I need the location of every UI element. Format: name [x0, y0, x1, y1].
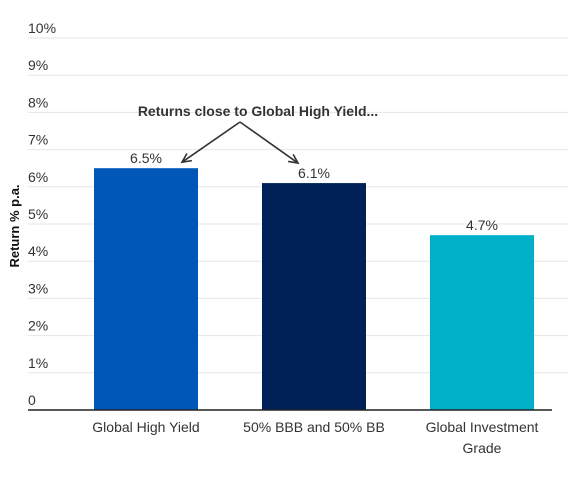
data-labels: 6.5% 6.1% 4.7%	[130, 150, 498, 233]
bars	[94, 168, 534, 410]
x-axis-categories: Global High Yield 50% BBB and 50% BB Globa…	[92, 419, 538, 456]
data-label: 4.7%	[466, 217, 498, 233]
data-label: 6.1%	[298, 165, 330, 181]
annotation-arrow	[239, 121, 299, 164]
category-label: Global High Yield	[92, 419, 199, 435]
category-label: 50% BBB and 50% BB	[243, 419, 385, 435]
y-tick-label: 4%	[28, 243, 48, 259]
bar	[94, 168, 198, 410]
y-tick-label: 8%	[28, 94, 48, 110]
arrowhead	[288, 153, 300, 165]
bar	[430, 235, 534, 410]
annotation-arrow	[181, 121, 241, 163]
y-tick-label: 1%	[28, 355, 48, 371]
y-tick-label: 10%	[28, 20, 56, 36]
bar	[262, 183, 366, 410]
annotation-text: Returns close to Global High Yield...	[138, 103, 378, 119]
arrowhead	[180, 153, 193, 164]
category-label: Global Investment Grade	[426, 419, 539, 456]
y-axis-label: Return % p.a.	[7, 184, 22, 267]
y-tick-label: 9%	[28, 57, 48, 73]
data-label: 6.5%	[130, 150, 162, 166]
y-tick-label: 3%	[28, 280, 48, 296]
annotation: Returns close to Global High Yield...	[138, 103, 378, 165]
y-tick-label: 5%	[28, 206, 48, 222]
y-tick-label: 6%	[28, 169, 48, 185]
y-tick-label: 7%	[28, 132, 48, 148]
y-axis-ticks: 0 1% 2% 3% 4% 5% 6% 7% 8% 9% 10%	[28, 20, 56, 408]
y-tick-label: 2%	[28, 318, 48, 334]
y-tick-label: 0	[28, 392, 36, 408]
